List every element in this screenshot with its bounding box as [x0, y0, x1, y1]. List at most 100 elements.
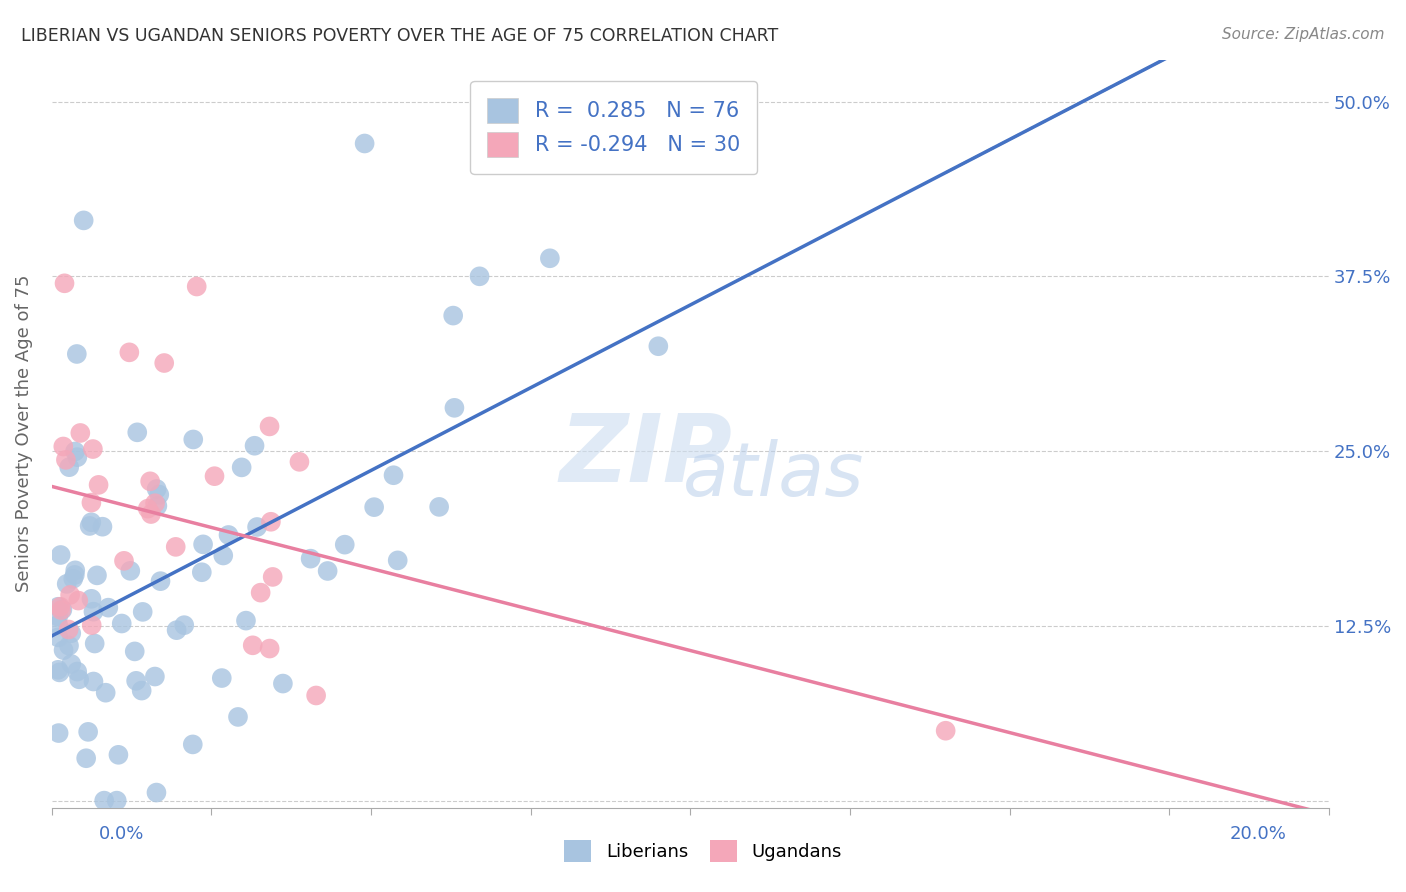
- Point: [246, 520, 269, 534]
- Point: [231, 460, 253, 475]
- Point: [165, 540, 187, 554]
- Point: [73, 213, 96, 227]
- Point: [48, 726, 70, 740]
- Point: [52, 643, 75, 657]
- Point: [259, 419, 281, 434]
- Point: [97, 600, 120, 615]
- Point: [191, 566, 214, 580]
- Point: [55, 453, 77, 467]
- Text: Source: ZipAtlas.com: Source: ZipAtlas.com: [1222, 27, 1385, 42]
- Point: [83, 636, 105, 650]
- Point: [51, 603, 73, 617]
- Point: [60, 657, 83, 671]
- Point: [288, 455, 311, 469]
- Point: [80, 591, 103, 606]
- Point: [79, 519, 101, 533]
- Point: [93, 794, 115, 808]
- Point: [63, 444, 86, 458]
- Point: [66, 450, 89, 465]
- Point: [149, 574, 172, 589]
- Point: [249, 585, 271, 599]
- Point: [55, 577, 77, 591]
- Point: [124, 644, 146, 658]
- Point: [145, 786, 167, 800]
- Point: [145, 482, 167, 496]
- Point: [125, 673, 148, 688]
- Point: [77, 724, 100, 739]
- Point: [107, 747, 129, 762]
- Point: [468, 269, 491, 284]
- Point: [63, 568, 86, 582]
- Point: [66, 665, 89, 679]
- Point: [80, 618, 103, 632]
- Point: [143, 669, 166, 683]
- Point: [111, 616, 134, 631]
- Point: [153, 356, 176, 370]
- Point: [259, 641, 281, 656]
- Point: [146, 499, 169, 513]
- Point: [136, 501, 159, 516]
- Point: [66, 347, 89, 361]
- Point: [49, 548, 72, 562]
- Point: [127, 425, 149, 440]
- Point: [46, 599, 69, 614]
- Point: [316, 564, 339, 578]
- Point: [647, 339, 669, 353]
- Point: [260, 515, 283, 529]
- Point: [75, 751, 97, 765]
- Point: [186, 279, 208, 293]
- Point: [166, 623, 188, 637]
- Point: [62, 572, 84, 586]
- Point: [60, 626, 83, 640]
- Point: [139, 507, 162, 521]
- Point: [226, 710, 249, 724]
- Point: [82, 442, 104, 456]
- Point: [94, 686, 117, 700]
- Text: atlas: atlas: [682, 439, 863, 511]
- Point: [242, 638, 264, 652]
- Point: [58, 460, 80, 475]
- Point: [443, 401, 465, 415]
- Point: [235, 614, 257, 628]
- Point: [82, 605, 104, 619]
- Point: [46, 617, 69, 632]
- Point: [58, 639, 80, 653]
- Point: [538, 252, 561, 266]
- Point: [80, 516, 103, 530]
- Point: [69, 425, 91, 440]
- Point: [204, 469, 226, 483]
- Point: [243, 439, 266, 453]
- Point: [53, 277, 76, 291]
- Point: [333, 538, 356, 552]
- Point: [52, 440, 75, 454]
- Point: [86, 568, 108, 582]
- Legend: R =  0.285   N = 76, R = -0.294   N = 30: R = 0.285 N = 76, R = -0.294 N = 30: [471, 81, 756, 174]
- Point: [139, 475, 162, 489]
- Point: [67, 593, 90, 607]
- Point: [87, 478, 110, 492]
- Point: [299, 551, 322, 566]
- Point: [58, 623, 80, 637]
- Point: [211, 671, 233, 685]
- Point: [80, 495, 103, 509]
- Point: [181, 738, 204, 752]
- Point: [387, 553, 409, 567]
- Point: [120, 564, 142, 578]
- Point: [143, 496, 166, 510]
- Point: [353, 136, 375, 151]
- Point: [49, 603, 72, 617]
- Point: [118, 345, 141, 359]
- Point: [441, 309, 464, 323]
- Point: [305, 689, 328, 703]
- Point: [59, 588, 82, 602]
- Point: [91, 519, 114, 533]
- Point: [112, 554, 135, 568]
- Point: [181, 433, 204, 447]
- Legend: Liberians, Ugandans: Liberians, Ugandans: [557, 833, 849, 870]
- Point: [363, 500, 385, 515]
- Point: [191, 537, 214, 551]
- Point: [83, 674, 105, 689]
- Point: [382, 468, 405, 483]
- Point: [105, 794, 128, 808]
- Point: [262, 570, 284, 584]
